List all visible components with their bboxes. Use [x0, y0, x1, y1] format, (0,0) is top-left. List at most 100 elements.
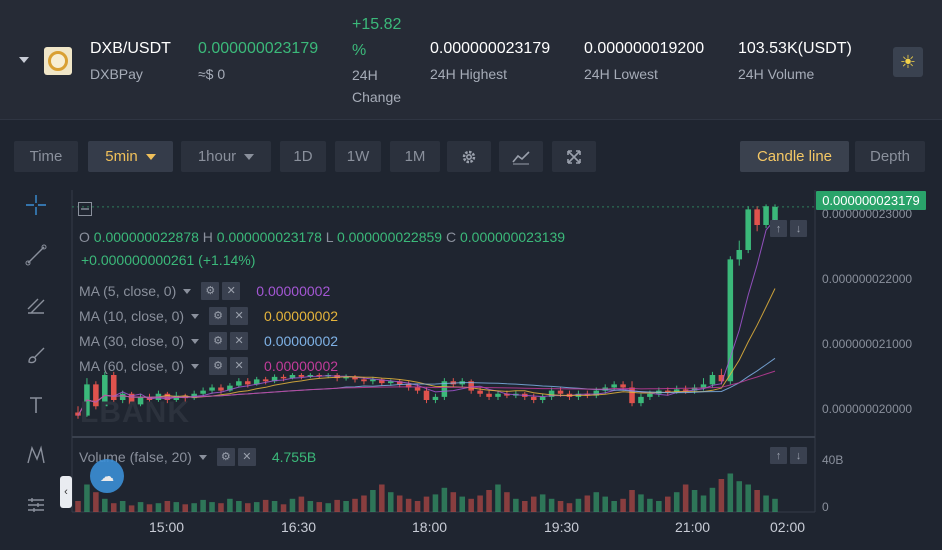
- volume-bar: [763, 495, 769, 512]
- ma-row[interactable]: MA (5, close, 0) ⚙ ✕ 0.00000002: [79, 282, 330, 300]
- volume-bar: [146, 504, 153, 512]
- o-value: 0.000000022878: [93, 229, 199, 245]
- c-value: 0.000000023139: [459, 229, 566, 245]
- interval-5min-button[interactable]: 5min: [88, 141, 173, 172]
- volume-bar: [128, 505, 135, 512]
- move-down-icon[interactable]: ↓: [790, 220, 807, 237]
- close-icon[interactable]: ✕: [230, 332, 249, 350]
- volume-bar: [486, 490, 492, 512]
- volume-label: 24H Volume: [738, 66, 815, 82]
- candle-body: [209, 387, 215, 391]
- brush-icon[interactable]: [20, 339, 52, 371]
- fib-icon[interactable]: [20, 289, 52, 321]
- gear-icon[interactable]: ⚙: [216, 448, 235, 466]
- candle-body: [682, 389, 689, 391]
- depth-button[interactable]: Depth: [855, 141, 925, 172]
- legend-collapse-icon[interactable]: [78, 202, 92, 219]
- ruler-icon[interactable]: [20, 489, 52, 521]
- interval-1m-button[interactable]: 1M: [390, 141, 440, 172]
- trend-line-graphic: [25, 244, 47, 266]
- volume-bar: [727, 473, 734, 512]
- chevron-down-icon[interactable]: [19, 57, 29, 63]
- volume-bar: [629, 490, 635, 512]
- text-icon[interactable]: [20, 389, 52, 421]
- fullscreen-icon[interactable]: [552, 141, 596, 172]
- sun-icon[interactable]: ☀: [893, 47, 923, 77]
- candle-body: [745, 209, 751, 250]
- candle-body: [486, 393, 492, 397]
- candle-body: [245, 381, 251, 385]
- gear-icon[interactable]: ⚙: [209, 357, 228, 375]
- crosshair-icon[interactable]: [20, 189, 52, 221]
- ma-row[interactable]: MA (10, close, 0) ⚙ ✕ 0.00000002: [79, 307, 338, 325]
- volume-bar: [218, 503, 224, 512]
- gear-icon[interactable]: [447, 141, 491, 172]
- gear-icon[interactable]: ⚙: [201, 282, 220, 300]
- time-button[interactable]: Time: [14, 141, 78, 172]
- gear-icon[interactable]: ⚙: [209, 307, 228, 325]
- ma-row[interactable]: MA (60, close, 0) ⚙ ✕ 0.00000002: [79, 357, 338, 375]
- volume-bar: [298, 496, 305, 512]
- candle-change: +0.000000000261 (+1.14%): [81, 252, 256, 268]
- chevron-down-icon: [198, 454, 207, 460]
- candle-body: [673, 389, 680, 392]
- candle-body: [772, 206, 778, 224]
- chevron-left-icon[interactable]: ‹: [60, 476, 72, 508]
- candle-body: [432, 396, 439, 400]
- volume-bar: [227, 498, 233, 512]
- cloud-icon[interactable]: ☁: [90, 459, 124, 493]
- watermark: LBANK: [80, 396, 190, 429]
- volume-bar: [164, 501, 171, 512]
- candle-body: [647, 393, 653, 397]
- volume-bar: [316, 502, 323, 512]
- interval-1d-button[interactable]: 1D: [280, 141, 326, 172]
- move-up-icon[interactable]: ↑: [770, 447, 787, 464]
- volume-bar: [566, 503, 573, 512]
- gear-icon[interactable]: ⚙: [209, 332, 228, 350]
- candle-body: [396, 381, 403, 385]
- trend-line-icon[interactable]: [20, 239, 52, 271]
- interval-1hour-button[interactable]: 1hour: [181, 141, 271, 172]
- volume-bar: [137, 502, 144, 512]
- volume-bar: [584, 495, 591, 512]
- close-icon[interactable]: ✕: [237, 448, 256, 466]
- volume-axis-label: 0: [822, 500, 829, 514]
- move-up-icon[interactable]: ↑: [770, 220, 787, 237]
- volume-bar: [539, 494, 546, 512]
- move-down-icon[interactable]: ↓: [790, 447, 807, 464]
- fib-graphic: [27, 298, 45, 314]
- interval-1w-button[interactable]: 1W: [335, 141, 381, 172]
- pattern-icon[interactable]: [20, 439, 52, 471]
- candle-body: [271, 376, 278, 382]
- chart-indicator-icon[interactable]: [499, 141, 543, 172]
- volume-bar: [352, 498, 358, 512]
- volume-bar: [182, 504, 189, 512]
- candle-line-button[interactable]: Candle line: [740, 141, 849, 172]
- close-icon[interactable]: ✕: [230, 307, 249, 325]
- price-axis-label: 0.000000020000: [822, 402, 913, 416]
- interval-label: 5min: [105, 148, 138, 165]
- change-legend: +0.000000000261 (+1.14%): [81, 252, 255, 268]
- volume-bar: [575, 498, 582, 512]
- candle-body: [539, 396, 546, 400]
- o-label: O: [79, 229, 90, 245]
- volume-bar: [209, 502, 215, 512]
- close-icon[interactable]: ✕: [230, 357, 249, 375]
- candle-body: [718, 375, 725, 382]
- volume-bar: [557, 501, 564, 512]
- brush-graphic: [28, 347, 45, 364]
- volume-bar: [745, 484, 751, 512]
- fullscreen-graphic: [567, 149, 581, 164]
- last-price-usd: ≈$ 0: [198, 66, 226, 82]
- volume-bar: [155, 503, 162, 512]
- candle-body: [504, 393, 510, 396]
- volume-bar: [334, 499, 340, 512]
- coin-logo: [44, 47, 72, 75]
- high-label: 24H Highest: [430, 66, 508, 82]
- volume-bar: [405, 498, 412, 512]
- close-icon[interactable]: ✕: [222, 282, 241, 300]
- ma-row[interactable]: MA (30, close, 0) ⚙ ✕ 0.00000002: [79, 332, 338, 350]
- volume-bar: [513, 498, 519, 512]
- pair-name[interactable]: DXB/USDT: [90, 40, 171, 57]
